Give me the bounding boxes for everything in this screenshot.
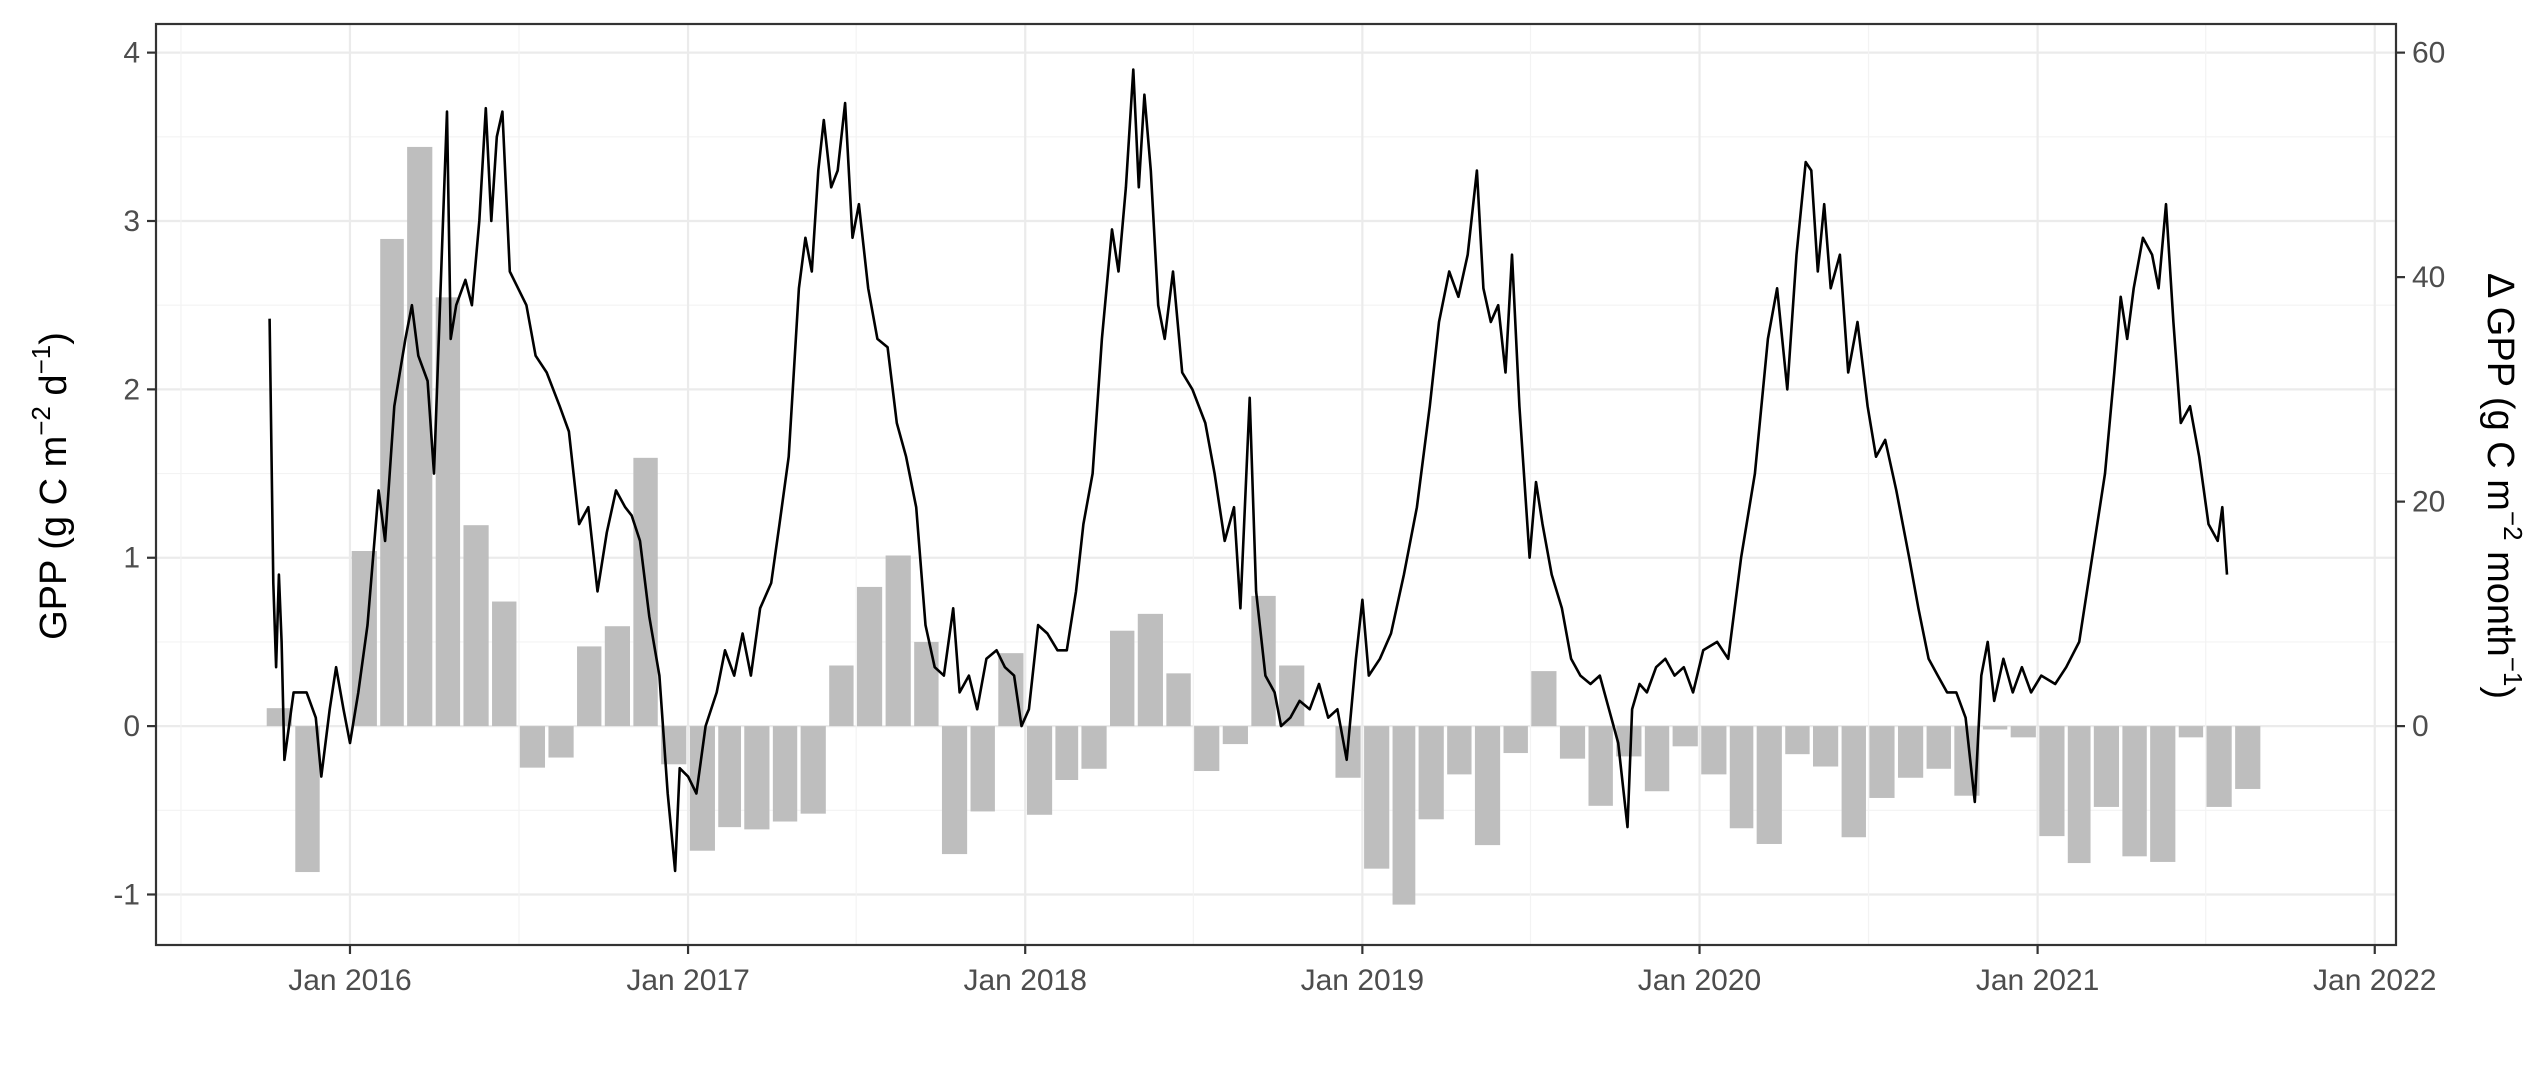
bar-2019-09 xyxy=(1588,726,1613,806)
right-axis-title-part-5: ) xyxy=(2479,686,2521,699)
bar-2020-12 xyxy=(2010,726,2036,738)
bar-2019-10 xyxy=(1616,726,1642,757)
left-axis-title-part-2: −2 xyxy=(26,406,56,436)
bar-2017-10 xyxy=(941,726,968,855)
left-axis-tick-label: 1 xyxy=(123,542,140,575)
right-axis-tick-label: 60 xyxy=(2412,37,2445,70)
bar-2018-07 xyxy=(1194,726,1220,772)
x-axis-tick-label: Jan 2021 xyxy=(1976,964,2099,997)
bar-2021-08 xyxy=(2235,726,2261,789)
left-axis-tick-label: 0 xyxy=(123,710,140,743)
left-axis-title-part-3: d xyxy=(33,374,75,406)
bar-2017-08 xyxy=(885,555,911,727)
bar-2021-04 xyxy=(2122,726,2147,857)
bar-2018-08 xyxy=(1222,726,1248,745)
left-axis-title-part-5: ) xyxy=(33,332,75,345)
bar-2021-01 xyxy=(2039,726,2065,837)
bar-2020-01 xyxy=(1701,726,1727,775)
bar-2019-08 xyxy=(1559,726,1586,759)
right-axis-title-part-1: Δ GPP (g C m xyxy=(2479,273,2521,511)
bar-2021-07 xyxy=(2206,726,2232,807)
bar-2021-02 xyxy=(2067,726,2091,864)
grid-lines xyxy=(156,24,2396,945)
bar-2018-05 xyxy=(1137,613,1163,727)
gpp-line xyxy=(268,68,2229,873)
bar-2020-07 xyxy=(1869,726,1895,798)
bar-2020-03 xyxy=(1756,726,1782,844)
left-axis-tick-label: -1 xyxy=(113,878,140,911)
bar-2018-03 xyxy=(1081,726,1107,769)
gpp-line-series xyxy=(268,68,2229,873)
bar-2021-03 xyxy=(2093,726,2120,807)
bar-2017-04 xyxy=(772,726,798,822)
bar-2020-04 xyxy=(1785,726,1810,755)
bar-2017-05 xyxy=(800,726,826,814)
right-axis-tick-label: 20 xyxy=(2412,486,2445,519)
bar-2018-06 xyxy=(1166,673,1191,727)
bar-2020-11 xyxy=(1982,726,2008,730)
x-axis-tick-label: Jan 2019 xyxy=(1301,964,1424,997)
left-axis-title-part-1: GPP (g C m xyxy=(33,436,75,640)
left-axis-title-part-4: −1 xyxy=(26,345,56,375)
bar-2021-06 xyxy=(2178,726,2204,738)
delta-gpp-bars xyxy=(266,146,2261,905)
bar-2017-02 xyxy=(718,726,742,828)
bar-2020-08 xyxy=(1897,726,1924,778)
x-axis-tick-label: Jan 2016 xyxy=(288,964,411,997)
bar-2017-11 xyxy=(970,726,995,812)
bar-2017-06 xyxy=(829,665,854,727)
bar-2019-05 xyxy=(1474,726,1501,846)
bar-2020-09 xyxy=(1926,726,1951,769)
bar-2019-11 xyxy=(1644,726,1670,792)
bar-2016-01 xyxy=(351,551,377,727)
right-axis-tick-label: 0 xyxy=(2412,710,2429,743)
right-axis-tick-label: 40 xyxy=(2412,261,2445,294)
bar-2019-07 xyxy=(1531,671,1557,727)
bar-2015-10 xyxy=(266,708,292,727)
plot-panel-border xyxy=(154,22,2398,947)
bar-2020-06 xyxy=(1841,726,1866,838)
bar-2020-05 xyxy=(1813,726,1839,767)
x-axis-tick-label: Jan 2020 xyxy=(1638,964,1761,997)
bar-2016-02 xyxy=(380,238,404,727)
bar-2019-02 xyxy=(1392,726,1416,905)
bar-2017-03 xyxy=(744,726,770,830)
x-axis-tick-label: Jan 2022 xyxy=(2313,964,2436,997)
bar-2016-08 xyxy=(548,726,574,758)
bar-2017-09 xyxy=(914,641,939,727)
right-axis-title-part-3: month xyxy=(2479,541,2521,657)
left-axis-tick-label: 3 xyxy=(123,205,140,238)
x-axis-tick-label: Jan 2017 xyxy=(626,964,749,997)
bar-2016-07 xyxy=(519,726,546,768)
left-axis-title: GPP (g C m−2 d−1) xyxy=(26,332,75,640)
bar-2019-03 xyxy=(1418,726,1444,820)
right-axis-title-part-2: −2 xyxy=(2498,511,2528,541)
bar-2021-05 xyxy=(2150,726,2176,862)
bar-2017-07 xyxy=(856,586,883,727)
bar-2016-05 xyxy=(463,525,489,727)
bar-2019-06 xyxy=(1503,726,1528,754)
x-axis-tick-label: Jan 2018 xyxy=(963,964,1086,997)
right-axis-title-part-4: −1 xyxy=(2498,657,2528,687)
bar-2019-04 xyxy=(1447,726,1472,775)
bar-2018-04 xyxy=(1110,630,1135,727)
bar-2016-10 xyxy=(604,626,630,727)
right-axis-title: Δ GPP (g C m−2 month−1) xyxy=(2479,273,2528,699)
left-axis-tick-label: 4 xyxy=(123,37,140,70)
bar-2016-03 xyxy=(407,146,433,727)
bar-2016-09 xyxy=(577,646,602,727)
bar-2015-11 xyxy=(295,726,320,873)
bar-2016-06 xyxy=(492,601,517,727)
bar-2019-12 xyxy=(1672,726,1698,747)
bar-2016-04 xyxy=(435,297,461,727)
bar-2019-01 xyxy=(1364,726,1390,869)
bar-2020-02 xyxy=(1729,726,1754,829)
bar-2018-02 xyxy=(1055,726,1079,780)
bar-2018-01 xyxy=(1026,726,1053,815)
left-axis-tick-label: 2 xyxy=(123,373,140,406)
